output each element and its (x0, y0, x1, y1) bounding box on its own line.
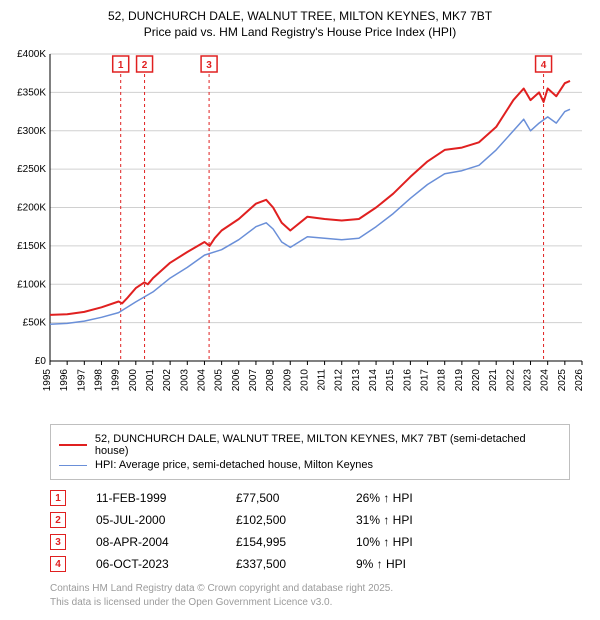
transaction-row: 4 06-OCT-2023 £337,500 9% ↑ HPI (50, 556, 590, 572)
chart-container: 52, DUNCHURCH DALE, WALNUT TREE, MILTON … (0, 0, 600, 619)
tx-hpi: 9% ↑ HPI (356, 557, 476, 571)
svg-text:£150K: £150K (17, 241, 46, 252)
transaction-row: 3 08-APR-2004 £154,995 10% ↑ HPI (50, 534, 590, 550)
footer-line-2: This data is licensed under the Open Gov… (50, 596, 590, 610)
svg-text:2026: 2026 (574, 369, 585, 392)
tx-price: £102,500 (236, 513, 326, 527)
tx-price: £337,500 (236, 557, 326, 571)
svg-text:1995: 1995 (42, 369, 53, 392)
title-line-1: 52, DUNCHURCH DALE, WALNUT TREE, MILTON … (10, 8, 590, 24)
svg-text:2001: 2001 (145, 369, 156, 392)
tx-marker: 2 (50, 512, 66, 528)
svg-text:2016: 2016 (402, 369, 413, 392)
svg-text:2014: 2014 (368, 369, 379, 392)
legend-row-red: 52, DUNCHURCH DALE, WALNUT TREE, MILTON … (59, 433, 561, 457)
svg-text:2012: 2012 (334, 369, 345, 392)
tx-marker: 3 (50, 534, 66, 550)
svg-text:2025: 2025 (557, 369, 568, 392)
svg-text:2: 2 (142, 60, 148, 71)
footer-line-1: Contains HM Land Registry data © Crown c… (50, 582, 590, 596)
svg-text:£250K: £250K (17, 165, 46, 176)
svg-text:£0: £0 (35, 356, 47, 367)
chart-titles: 52, DUNCHURCH DALE, WALNUT TREE, MILTON … (10, 8, 590, 40)
svg-text:2022: 2022 (505, 369, 516, 392)
tx-hpi: 10% ↑ HPI (356, 535, 476, 549)
transaction-row: 2 05-JUL-2000 £102,500 31% ↑ HPI (50, 512, 590, 528)
svg-text:1: 1 (118, 60, 124, 71)
svg-text:2017: 2017 (420, 369, 431, 392)
svg-text:£350K: £350K (17, 88, 46, 99)
svg-text:2003: 2003 (179, 369, 190, 392)
tx-date: 08-APR-2004 (96, 535, 206, 549)
svg-text:4: 4 (541, 60, 547, 71)
footer: Contains HM Land Registry data © Crown c… (50, 582, 590, 609)
svg-text:2002: 2002 (162, 369, 173, 392)
svg-text:1998: 1998 (93, 369, 104, 392)
tx-hpi: 31% ↑ HPI (356, 513, 476, 527)
chart-svg: £0 £50K £100K £150K £200K £250K £300K £350K £400… (10, 46, 590, 416)
legend-swatch-red (59, 444, 87, 446)
tx-marker: 1 (50, 490, 66, 506)
legend-label-red: 52, DUNCHURCH DALE, WALNUT TREE, MILTON … (95, 433, 561, 457)
svg-text:2007: 2007 (248, 369, 259, 392)
legend-row-blue: HPI: Average price, semi-detached house,… (59, 459, 561, 471)
tx-date: 05-JUL-2000 (96, 513, 206, 527)
svg-text:2000: 2000 (128, 369, 139, 392)
svg-text:2023: 2023 (523, 369, 534, 392)
svg-text:2013: 2013 (351, 369, 362, 392)
svg-text:1999: 1999 (111, 369, 122, 392)
svg-text:2018: 2018 (437, 369, 448, 392)
svg-text:2015: 2015 (385, 369, 396, 392)
tx-hpi: 26% ↑ HPI (356, 491, 476, 505)
svg-text:2006: 2006 (231, 369, 242, 392)
svg-text:£200K: £200K (17, 203, 46, 214)
tx-marker: 4 (50, 556, 66, 572)
svg-text:1997: 1997 (76, 369, 87, 392)
svg-text:2005: 2005 (214, 369, 225, 392)
svg-text:£400K: £400K (17, 49, 46, 60)
tx-date: 06-OCT-2023 (96, 557, 206, 571)
svg-text:3: 3 (206, 60, 212, 71)
tx-price: £77,500 (236, 491, 326, 505)
tx-date: 11-FEB-1999 (96, 491, 206, 505)
transaction-table: 1 11-FEB-1999 £77,500 26% ↑ HPI 2 05-JUL-2000… (50, 490, 590, 572)
legend-swatch-blue (59, 465, 87, 466)
svg-text:£100K: £100K (17, 280, 46, 291)
svg-text:2024: 2024 (540, 369, 551, 392)
svg-text:2004: 2004 (196, 369, 207, 392)
svg-text:2008: 2008 (265, 369, 276, 392)
svg-text:£300K: £300K (17, 126, 46, 137)
svg-text:2020: 2020 (471, 369, 482, 392)
svg-text:2010: 2010 (299, 369, 310, 392)
chart-area: £0 £50K £100K £150K £200K £250K £300K £350K £400… (10, 46, 590, 416)
tx-price: £154,995 (236, 535, 326, 549)
svg-text:2021: 2021 (488, 369, 499, 392)
svg-text:1996: 1996 (59, 369, 70, 392)
svg-text:2009: 2009 (282, 369, 293, 392)
svg-text:2019: 2019 (454, 369, 465, 392)
svg-text:£50K: £50K (23, 318, 47, 329)
transaction-row: 1 11-FEB-1999 £77,500 26% ↑ HPI (50, 490, 590, 506)
legend-label-blue: HPI: Average price, semi-detached house,… (95, 459, 373, 471)
legend: 52, DUNCHURCH DALE, WALNUT TREE, MILTON … (50, 424, 570, 480)
title-line-2: Price paid vs. HM Land Registry's House … (10, 24, 590, 40)
svg-text:2011: 2011 (317, 369, 328, 391)
